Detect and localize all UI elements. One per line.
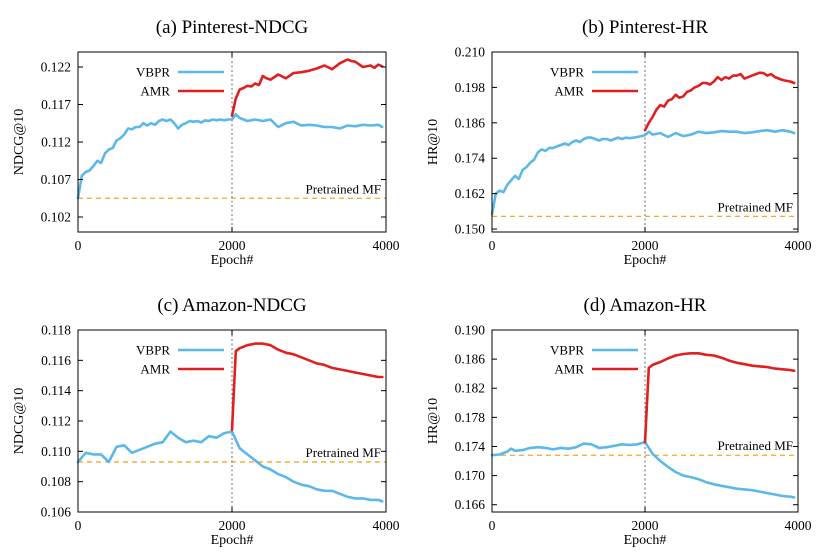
chart-4-x-tick-label: 0 <box>489 518 496 533</box>
chart-4-x-axis-label: Epoch# <box>624 533 667 548</box>
chart-2-y-tick-label: 0.186 <box>455 115 486 130</box>
chart-3: (c) Amazon-NDCG Pretrained MF 0.106 0.108 0.… <box>12 295 400 548</box>
chart-4-series-amr-line <box>643 351 796 444</box>
chart-3-x-tick-label: 2000 <box>219 518 246 533</box>
chart-2-y-axis-label: HR@10 <box>426 119 441 165</box>
chart-1-series-amr-line <box>230 58 384 117</box>
chart-3-x-axis-label: Epoch# <box>211 533 254 548</box>
chart-1-y-tick-label: 0.122 <box>41 60 71 75</box>
chart-4-x-tick-label: 2000 <box>632 518 659 533</box>
chart-2-y-tick-label: 0.150 <box>455 222 486 237</box>
chart-4-y-tick-label: 0.182 <box>455 381 485 396</box>
chart-1-y-tick-label: 0.112 <box>41 135 71 150</box>
chart-3-x-tick-label: 4000 <box>373 518 400 533</box>
chart-4-title: (d) Amazon-HR <box>584 295 707 316</box>
chart-3-y-tick-label: 0.114 <box>41 383 71 398</box>
chart-3-y-tick-label: 0.110 <box>41 444 71 459</box>
chart-2-y-tick-label: 0.210 <box>455 45 486 60</box>
chart-2-x-tick-label: 4000 <box>785 238 812 253</box>
chart-3-x-tick-label: 0 <box>75 518 82 533</box>
chart-4-legend-label-vbpr: VBPR <box>550 343 584 358</box>
chart-1-y-tick-label: 0.117 <box>41 97 71 112</box>
chart-3-y-tick-label: 0.118 <box>41 323 71 338</box>
chart-4-y-tick-label: 0.170 <box>455 468 486 483</box>
chart-4-legend-label-amr: AMR <box>554 362 584 377</box>
chart-4: (d) Amazon-HR Pretrained MF 0.166 0.170 0.17… <box>426 295 812 548</box>
chart-3-legend-label-vbpr: VBPR <box>136 343 170 358</box>
chart-1-y-axis-label: NDCG@10 <box>12 109 27 176</box>
chart-1-series-vbpr-line <box>76 113 384 200</box>
chart-4-reference-label: Pretrained MF <box>718 438 793 453</box>
chart-3-y-tick-label: 0.108 <box>41 474 72 489</box>
chart-3-y-axis-label: NDCG@10 <box>12 388 27 455</box>
chart-1-y-tick-label: 0.102 <box>41 210 71 225</box>
chart-4-y-tick-label: 0.166 <box>455 497 486 512</box>
chart-3-legend-label-amr: AMR <box>140 362 170 377</box>
chart-2-legend-label-vbpr: VBPR <box>550 65 584 80</box>
chart-2-x-tick-label: 2000 <box>632 238 659 253</box>
chart-4-series-vbpr-line <box>490 440 796 499</box>
chart-1-y-tick-label: 0.107 <box>41 172 72 187</box>
chart-2-reference-label: Pretrained MF <box>718 199 793 214</box>
chart-2-y-tick-label: 0.198 <box>455 80 486 95</box>
chart-3-reference-label: Pretrained MF <box>306 445 381 460</box>
chart-3-series-vbpr-line <box>76 430 384 503</box>
chart-3-series-amr-line <box>230 342 384 432</box>
chart-1-reference-label: Pretrained MF <box>306 181 381 196</box>
chart-2-y-tick-label: 0.162 <box>455 186 485 201</box>
chart-2: (b) Pinterest-HR Pretrained MF 0.150 0.162 0… <box>426 17 812 268</box>
chart-4-y-axis-label: HR@10 <box>426 398 441 444</box>
chart-2-series-amr-line <box>643 71 796 132</box>
chart-4-y-tick-label: 0.190 <box>455 323 486 338</box>
chart-1-x-tick-label: 2000 <box>219 238 246 253</box>
chart-2-series-vbpr-line <box>490 128 796 216</box>
chart-2-legend-label-amr: AMR <box>554 84 584 99</box>
chart-1-legend-label-vbpr: VBPR <box>136 65 170 80</box>
chart-3-y-tick-label: 0.112 <box>41 414 71 429</box>
chart-4-y-tick-label: 0.178 <box>455 410 486 425</box>
chart-2-y-tick-label: 0.174 <box>455 151 486 166</box>
chart-1-title: (a) Pinterest-NDCG <box>156 17 309 38</box>
chart-2-x-tick-label: 0 <box>489 238 496 253</box>
chart-3-title: (c) Amazon-NDCG <box>157 295 307 316</box>
chart-4-y-tick-label: 0.186 <box>455 352 486 367</box>
chart-4-x-tick-label: 4000 <box>785 518 812 533</box>
chart-1-legend-label-amr: AMR <box>140 84 170 99</box>
chart-4-y-tick-label: 0.174 <box>455 439 486 454</box>
chart-2-x-axis-label: Epoch# <box>624 253 667 268</box>
chart-1-x-tick-label: 0 <box>75 238 82 253</box>
chart-1-x-axis-label: Epoch# <box>211 253 254 268</box>
chart-3-y-tick-label: 0.116 <box>41 353 71 368</box>
chart-2-title: (b) Pinterest-HR <box>582 17 708 38</box>
chart-3-y-tick-label: 0.106 <box>41 505 72 520</box>
chart-1: (a) Pinterest-NDCG Pretrained MF 0.102 0.10… <box>12 17 400 268</box>
chart-1-x-tick-label: 4000 <box>373 238 400 253</box>
